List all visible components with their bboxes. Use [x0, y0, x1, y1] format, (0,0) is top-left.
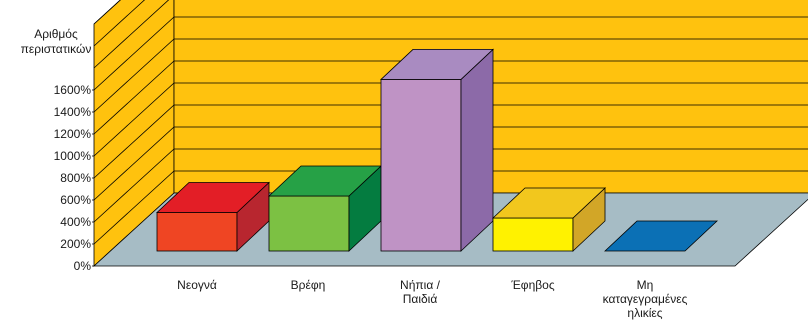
bar-side-face — [460, 48, 494, 252]
gridline — [93, 82, 808, 157]
bar — [491, 187, 607, 252]
y-tick-label: 800% — [60, 171, 91, 185]
y-tick-label: 1000% — [54, 149, 92, 163]
y-tick-label: 1600% — [54, 83, 92, 97]
y-axis-title: Αριθμός περιστατικών — [21, 27, 92, 56]
y-tick-label: 0% — [74, 259, 92, 273]
y-tick-label: 1400% — [54, 105, 92, 119]
bar-top-face — [603, 220, 719, 252]
gridline — [93, 170, 808, 245]
x-category-label: Νήπια / Παιδιά — [400, 278, 441, 306]
x-axis-labels: Νεογνά Βρέφη Νήπια / Παιδιά Έφηβος Μη καταγεγρ… — [177, 278, 687, 320]
y-axis-ticks: 0% 200% 400% 600% 800% 1000% 1200% 1400% 1600% — [54, 83, 94, 273]
y-tick-label: 600% — [60, 193, 91, 207]
bar — [155, 181, 271, 252]
bar-front-face — [380, 79, 462, 252]
gridline — [93, 0, 146, 47]
gridline — [93, 148, 808, 223]
gridline — [93, 38, 808, 113]
bar-front-face — [268, 195, 350, 252]
x-category-label: Νεογνά — [177, 278, 217, 292]
bar-front-face — [156, 212, 238, 252]
y-tick-label: 400% — [60, 215, 91, 229]
gridlines — [93, 0, 808, 245]
bar-top-face — [379, 49, 495, 80]
bars — [155, 48, 719, 252]
gridline — [93, 0, 170, 69]
gridline — [93, 104, 808, 179]
bar-front-face — [492, 217, 574, 252]
x-category-label: Μη καταγεγραμένες ηλικίες — [603, 278, 688, 320]
bar-top-face — [491, 187, 607, 219]
bar — [603, 220, 719, 252]
gridline — [93, 16, 808, 91]
x-category-label: Βρέφη — [291, 278, 326, 292]
gridline — [93, 60, 808, 135]
bar — [379, 48, 495, 252]
y-tick-label: 1200% — [54, 127, 92, 141]
bar — [267, 165, 383, 252]
x-category-label: Έφηβος — [510, 278, 554, 292]
y-tick-label: 200% — [60, 237, 91, 251]
gridline — [93, 126, 808, 201]
bar-top-face — [155, 182, 271, 213]
